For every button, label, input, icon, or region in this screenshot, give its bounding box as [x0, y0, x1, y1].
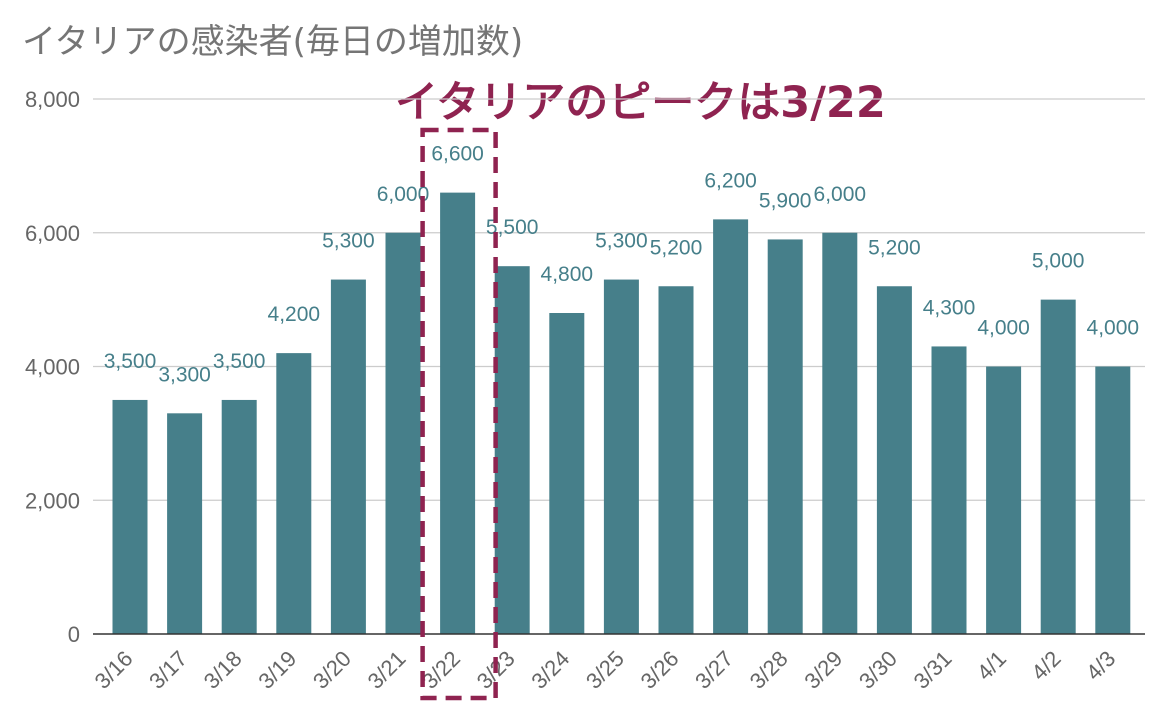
- x-tick-label: 3/21: [363, 646, 411, 694]
- data-label: 5,200: [868, 236, 921, 259]
- bar: [385, 232, 421, 634]
- x-tick-label: 3/19: [253, 646, 301, 694]
- x-tick-label: 3/16: [90, 646, 138, 694]
- data-label: 6,000: [814, 183, 867, 206]
- data-label: 5,300: [595, 230, 648, 253]
- x-tick-label: 3/17: [144, 646, 192, 694]
- bar: [767, 239, 803, 634]
- bar: [822, 232, 858, 634]
- bar: [713, 219, 749, 634]
- peak-annotation: イタリアのピークは3/22: [395, 78, 886, 128]
- x-tick-label: 4/2: [1026, 646, 1065, 685]
- data-label: 4,200: [268, 303, 321, 326]
- bar: [167, 413, 203, 634]
- data-label: 4,300: [923, 296, 976, 319]
- data-label: 4,000: [977, 317, 1030, 340]
- bar: [276, 353, 312, 634]
- x-tick-label: 3/31: [909, 646, 957, 694]
- bar: [494, 266, 530, 634]
- y-tick-label: 2,000: [25, 488, 80, 513]
- bar: [1040, 299, 1076, 634]
- data-label: 5,900: [759, 189, 812, 212]
- data-label: 4,000: [1087, 317, 1140, 340]
- bar: [112, 399, 148, 634]
- x-tick-label: 3/25: [581, 646, 629, 694]
- data-label: 5,200: [650, 236, 703, 259]
- x-tick-label: 3/29: [799, 646, 847, 694]
- bar: [603, 279, 639, 634]
- bar: [330, 279, 366, 634]
- y-tick-label: 4,000: [25, 355, 80, 380]
- data-label: 3,300: [158, 363, 211, 386]
- bar: [876, 286, 912, 634]
- bar: [440, 192, 476, 634]
- data-label: 5,500: [486, 216, 539, 239]
- y-tick-label: 6,000: [25, 221, 80, 246]
- y-tick-label: 0: [68, 622, 80, 647]
- data-label: 6,600: [431, 143, 484, 166]
- x-tick-label: 3/24: [526, 646, 574, 694]
- bar: [658, 286, 694, 634]
- data-label: 4,800: [541, 263, 594, 286]
- x-tick-label: 3/30: [854, 646, 902, 694]
- data-label: 6,200: [704, 169, 757, 192]
- data-label: 3,500: [104, 350, 157, 373]
- x-tick-label: 3/26: [636, 646, 684, 694]
- bar: [986, 366, 1022, 634]
- bar: [931, 346, 967, 634]
- x-tick-label: 3/20: [308, 646, 356, 694]
- x-tick-label: 3/18: [199, 646, 247, 694]
- data-label: 3,500: [213, 350, 266, 373]
- data-label: 5,300: [322, 230, 375, 253]
- data-label: 6,000: [377, 183, 430, 206]
- x-tick-label: 4/1: [972, 646, 1011, 685]
- bar: [1095, 366, 1131, 634]
- bar: [549, 313, 585, 634]
- peak-highlight-box: [420, 127, 498, 701]
- bar: [221, 399, 257, 634]
- x-tick-label: 3/28: [745, 646, 793, 694]
- chart-title: イタリアの感染者(毎日の増加数): [22, 22, 524, 62]
- data-label: 5,000: [1032, 250, 1085, 273]
- x-tick-label: 3/27: [690, 646, 738, 694]
- y-tick-label: 8,000: [25, 87, 80, 112]
- x-tick-label: 4/3: [1081, 646, 1120, 685]
